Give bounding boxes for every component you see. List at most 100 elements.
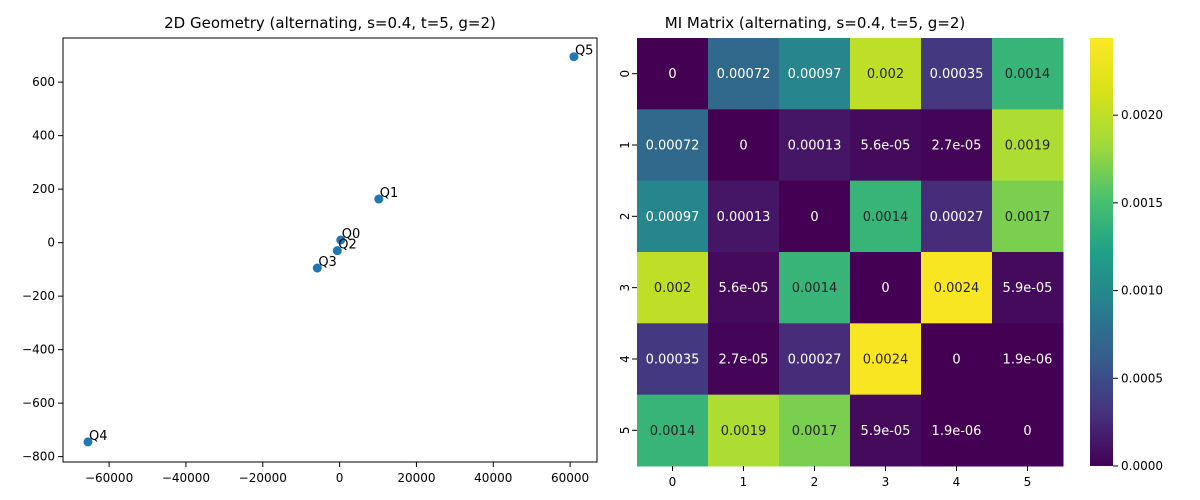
heatmap-cell [637, 251, 709, 324]
scatter-point-label: Q1 [380, 186, 399, 201]
colorbar-tick-label: 0.0015 [1121, 196, 1163, 210]
heatmap-cell [637, 109, 709, 182]
colorbar-tick-label: 0.0000 [1121, 459, 1163, 473]
heatmap-y-tick-label: 1 [618, 141, 632, 149]
scatter-title: 2D Geometry (alternating, s=0.4, t=5, g=… [164, 14, 496, 32]
scatter-point [332, 246, 342, 256]
heatmap-y-tick-label: 2 [618, 213, 632, 221]
scatter-point [569, 52, 579, 62]
heatmap-cell-label: 0.002 [654, 281, 691, 296]
scatter-point-label: Q4 [89, 429, 108, 444]
heatmap-cell-label: 0 [881, 281, 889, 296]
colorbar-ticks: 0.0000 0.0005 0.0010 0.0015 0.0020 [1113, 108, 1163, 473]
heatmap-cell [708, 109, 780, 182]
y-tick-label: −400 [22, 343, 55, 357]
heatmap-cell [779, 38, 851, 110]
x-tick-label: 20000 [397, 471, 435, 485]
heatmap-cell [921, 323, 993, 396]
scatter-point-label: Q3 [318, 255, 337, 270]
heatmap-cell [850, 109, 922, 182]
heatmap-cell-label: 0 [668, 67, 676, 82]
heatmap-cell-label: 0.00027 [788, 352, 842, 367]
heatmap-cell [708, 180, 780, 253]
heatmap-cell [850, 38, 922, 110]
heatmap-cell-label: 5.6e-05 [719, 281, 769, 296]
heatmap-cell-label: 0.0017 [792, 424, 838, 439]
heatmap-cell [850, 323, 922, 396]
scatter-point-label: Q0 [342, 227, 361, 242]
heatmap-x-tick-label: 1 [740, 475, 748, 489]
heatmap-cell [637, 180, 709, 253]
heatmap-y-ticks: 0 1 2 3 4 5 [618, 70, 637, 434]
heatmap-y-tick-label: 0 [618, 70, 632, 78]
scatter-point [336, 235, 346, 245]
heatmap-x-tick-label: 3 [882, 475, 890, 489]
heatmap-cell-label: 0 [739, 138, 747, 153]
heatmap-cell-label: 0 [1023, 424, 1031, 439]
heatmap-x-tick-label: 5 [1024, 475, 1032, 489]
x-tick-label: −40000 [162, 471, 210, 485]
heatmap-cell [921, 38, 993, 110]
heatmap-cell [779, 109, 851, 182]
heatmap-cell [708, 38, 780, 110]
heatmap-title: MI Matrix (alternating, s=0.4, t=5, g=2) [665, 14, 965, 32]
heatmap-cell-label: 0.0014 [650, 424, 696, 439]
heatmap-cell [921, 251, 993, 324]
y-tick-label: 200 [32, 182, 55, 196]
heatmap-cell [779, 394, 851, 467]
x-tick-label: −60000 [85, 471, 133, 485]
y-tick-label: 400 [32, 129, 55, 143]
scatter-point-label: Q5 [575, 44, 594, 59]
heatmap-annotations: 0 0.00072 0.00097 0.002 0.00035 0.0014 0.00072… [646, 67, 1053, 439]
heatmap-cell-label: 1.9e-06 [1003, 352, 1053, 367]
heatmap-cell [921, 180, 993, 253]
heatmap-cell [992, 180, 1064, 253]
heatmap-cell-label: 0.0014 [792, 281, 838, 296]
heatmap-cell-label: 1.9e-06 [932, 424, 982, 439]
heatmap-cell [779, 251, 851, 324]
heatmap-cell-label: 0.00097 [646, 210, 700, 225]
heatmap-cells [637, 38, 1064, 467]
y-tick-label: 0 [47, 236, 55, 250]
heatmap-cell-label: 0.00035 [930, 67, 984, 82]
heatmap-cell [637, 394, 709, 467]
heatmap-cell [708, 251, 780, 324]
y-tick-label: −200 [22, 289, 55, 303]
scatter-point [312, 263, 322, 273]
heatmap-cell [992, 323, 1064, 396]
y-tick-label: −800 [22, 450, 55, 464]
heatmap-cell [779, 323, 851, 396]
scatter-x-ticks: −60000 −40000 −20000 0 20000 40000 60000 [85, 462, 589, 485]
heatmap-cell-label: 0.00013 [788, 138, 842, 153]
heatmap-cell-label: 0.00013 [717, 210, 771, 225]
scatter-point-label: Q2 [338, 238, 357, 253]
heatmap-cell-label: 0.00072 [717, 67, 771, 82]
colorbar-tick-label: 0.0020 [1121, 108, 1163, 122]
heatmap-cell-label: 0 [952, 352, 960, 367]
heatmap-cell-label: 0.00027 [930, 210, 984, 225]
heatmap-cell-label: 0.002 [867, 67, 904, 82]
heatmap-cell [992, 109, 1064, 182]
heatmap-cell-label: 2.7e-05 [719, 352, 769, 367]
colorbar-tick-label: 0.0010 [1121, 284, 1163, 298]
heatmap-cell [779, 180, 851, 253]
heatmap-y-tick-label: 3 [618, 284, 632, 292]
heatmap-cell [637, 38, 709, 110]
heatmap-y-tick-label: 5 [618, 426, 632, 434]
heatmap-cell [992, 251, 1064, 324]
scatter-point [83, 437, 93, 447]
heatmap-cell-label: 5.9e-05 [1003, 281, 1053, 296]
x-tick-label: −20000 [239, 471, 287, 485]
y-tick-label: −600 [22, 396, 55, 410]
heatmap-y-tick-label: 4 [618, 355, 632, 363]
heatmap-cell-label: 0.00035 [646, 352, 700, 367]
y-tick-label: 600 [32, 75, 55, 89]
heatmap-cell [850, 394, 922, 467]
heatmap-x-tick-label: 0 [669, 475, 677, 489]
heatmap-cell-label: 0.0024 [934, 281, 980, 296]
heatmap-x-tick-label: 2 [811, 475, 819, 489]
heatmap-cell-label: 0.0019 [721, 424, 767, 439]
x-tick-label: 0 [336, 471, 344, 485]
heatmap-cell-label: 0.0017 [1005, 210, 1051, 225]
heatmap-cell-label: 5.9e-05 [861, 424, 911, 439]
